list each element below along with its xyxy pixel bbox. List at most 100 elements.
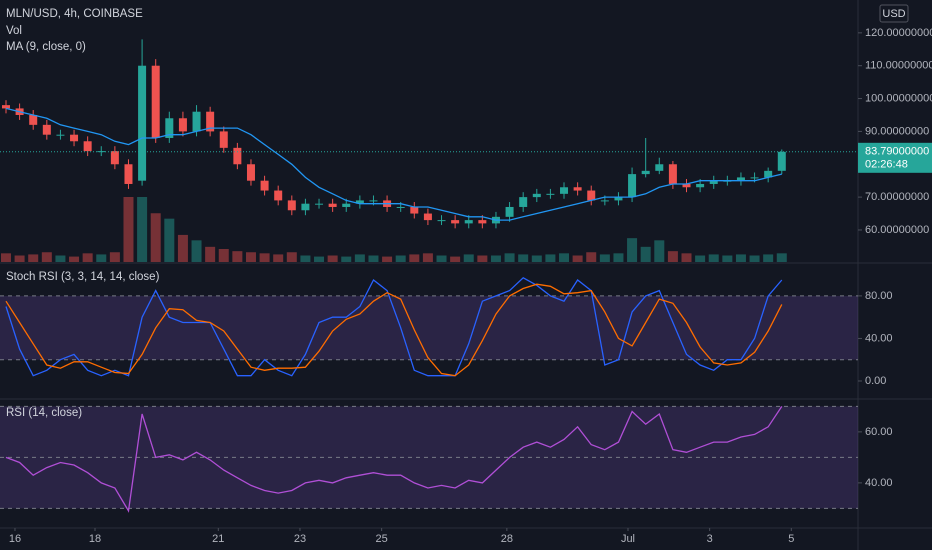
candle-body (287, 200, 296, 211)
volume-bar (69, 256, 80, 262)
volume-bar (327, 255, 338, 262)
candle-body (355, 200, 364, 204)
x-tick-label: 21 (212, 533, 224, 545)
candle-body (396, 206, 405, 208)
volume-bar (776, 253, 787, 262)
volume-bar (245, 252, 256, 262)
y-tick-label: 0.00 (865, 375, 886, 387)
candle-body (42, 124, 51, 135)
candle-body (560, 187, 569, 194)
candle-body (1, 105, 10, 109)
candle-body (709, 180, 718, 184)
x-tick-label: 16 (9, 533, 21, 545)
volume-bar (504, 253, 515, 262)
y-tick-label: 80.00 (865, 290, 893, 302)
x-tick-label: 18 (89, 533, 101, 545)
volume-bar (654, 240, 665, 262)
candle-body (70, 134, 79, 142)
candle-body (519, 197, 528, 207)
volume-bar (518, 254, 529, 262)
volume-bar (232, 251, 243, 262)
y-tick-label: 70.00000000 (865, 191, 929, 203)
volume-bar (96, 254, 107, 262)
volume-bar (109, 252, 120, 262)
countdown: 02:26:48 (865, 159, 908, 171)
volume-bar (559, 253, 570, 262)
y-tick-label: 110.00000000 (865, 60, 932, 72)
x-tick-label: 25 (376, 533, 388, 545)
volume-bar (640, 246, 651, 262)
x-tick-label: 3 (707, 533, 713, 545)
candle-body (369, 200, 378, 202)
candle-body (655, 164, 664, 171)
volume-bar (259, 253, 270, 262)
y-tick-label: 120.00000000 (865, 27, 932, 39)
y-tick-label: 60.00000000 (865, 224, 929, 236)
candle-body (110, 151, 119, 165)
volume-bar (572, 255, 583, 262)
candle-body (219, 131, 228, 148)
candle-body (641, 170, 650, 175)
ma-line (5, 107, 782, 221)
volume-bar (123, 197, 134, 262)
volume-bar (191, 240, 202, 262)
volume-bar (382, 256, 393, 262)
volume-bar (477, 255, 488, 262)
volume-bar (273, 254, 284, 262)
volume-bar (586, 252, 597, 262)
candle-body (682, 183, 691, 188)
candle-body (696, 183, 705, 188)
volume-bar (681, 253, 692, 262)
volume-bar (436, 255, 447, 262)
candle-body (233, 147, 242, 165)
candle-body (437, 220, 446, 222)
volume-bar (450, 256, 461, 262)
y-tick-label: 90.00000000 (865, 125, 929, 137)
candle-body (260, 180, 269, 191)
volume-bar (341, 256, 352, 262)
y-tick-label: 60.00 (865, 426, 893, 438)
pane-title: Stoch RSI (3, 3, 14, 14, close) (6, 271, 160, 283)
volume-bar (627, 238, 638, 262)
candle-body (573, 187, 582, 191)
volume-bar (28, 254, 39, 262)
candle-body (750, 177, 759, 179)
y-tick-label: 40.00 (865, 332, 893, 344)
candle-body (151, 65, 160, 138)
volume-bar (463, 254, 474, 262)
x-tick-label: Jul (621, 533, 635, 545)
volume-bar (735, 254, 746, 262)
y-tick-label: 100.00000000 (865, 92, 932, 104)
candle-body (505, 206, 514, 217)
volume-bar (55, 255, 66, 262)
volume-bar (177, 234, 188, 262)
candle-body (478, 220, 487, 224)
candle-body (628, 174, 637, 198)
indicator-line (5, 406, 783, 513)
candle-body (138, 65, 147, 181)
candle-body (777, 151, 786, 171)
volume-bar (422, 253, 433, 262)
candle-body (410, 206, 419, 214)
price-tag (858, 142, 932, 173)
volume-bar (368, 255, 379, 262)
volume-bar (490, 255, 501, 262)
candle-body (97, 151, 106, 153)
candle-body (328, 203, 337, 207)
volume-bar (205, 246, 216, 262)
volume-bar (354, 254, 365, 262)
volume-bar (82, 253, 93, 262)
volume-bar (286, 252, 297, 262)
volume-bar (218, 249, 229, 262)
chart-title: MLN/USD, 4h, COINBASE (6, 8, 143, 20)
candle-body (423, 213, 432, 221)
volume-bar (667, 251, 678, 262)
candle-body (246, 164, 255, 181)
volume-bar (545, 254, 556, 262)
volume-bar (531, 255, 542, 262)
candle-body (301, 203, 310, 211)
volume-bar (150, 213, 161, 262)
volume-bar (137, 197, 148, 262)
volume-bar (695, 255, 706, 262)
volume-bar (0, 253, 11, 262)
